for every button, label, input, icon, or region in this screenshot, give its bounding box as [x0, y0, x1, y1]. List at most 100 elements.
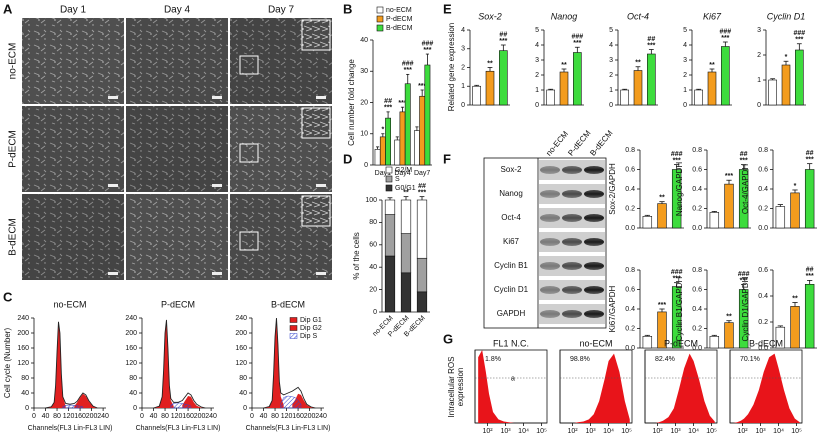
x-tick-label: 120	[281, 413, 293, 420]
x-tick-label: 240	[205, 413, 217, 420]
y-axis-label: Nanog/GAPDH	[675, 162, 684, 216]
y-tick-label: 0.2	[625, 205, 635, 212]
bar	[633, 70, 643, 106]
significance-label: ***	[721, 35, 729, 42]
scale-bar	[212, 184, 222, 187]
y-tick-label: 0.0	[692, 225, 702, 232]
significance-label: ***	[795, 37, 803, 44]
y-tick-label: 1	[609, 87, 613, 94]
y-tick-label: 80	[369, 219, 377, 226]
bar	[642, 216, 653, 229]
legend-label: no-ECM	[386, 7, 412, 14]
y-tick-label: 0.0	[758, 225, 768, 232]
bar	[499, 50, 508, 106]
y-tick-label: 40	[360, 37, 368, 44]
y-tick-label: 0.2	[625, 325, 635, 332]
significance-label: **	[487, 60, 493, 67]
bar	[724, 322, 734, 349]
bar-segment	[384, 214, 396, 257]
y-tick-label: 40	[129, 390, 137, 397]
blot-band	[584, 286, 604, 294]
y-axis-label: expression	[456, 368, 465, 407]
blot-row-label: Cyclin D1	[494, 285, 529, 294]
y-tick-label: 60	[369, 242, 377, 249]
y-tick-label: 120	[235, 360, 247, 367]
y-tick-label: 0.4	[692, 306, 702, 313]
x-tick-label: 200	[304, 413, 316, 420]
x-tick-label: 160	[292, 413, 304, 420]
bar	[404, 83, 411, 166]
blot-row-label: Sox-2	[501, 165, 522, 174]
x-tick-label: 240	[97, 413, 109, 420]
legend-swatch	[289, 333, 298, 339]
y-tick-label: 0.0	[758, 345, 768, 352]
significance-label: ###	[738, 271, 750, 278]
y-tick-label: 20	[369, 286, 377, 293]
zoom-box	[239, 143, 259, 163]
significance-label: *	[381, 127, 384, 134]
bar	[724, 183, 734, 229]
y-tick-label: 0	[535, 102, 539, 109]
blot-band	[562, 286, 582, 294]
y-tick-label: 3	[757, 27, 761, 34]
blot-band	[562, 214, 582, 222]
blot-band	[540, 214, 560, 222]
y-tick-label: 5	[535, 27, 539, 34]
histogram-area	[170, 402, 192, 409]
bar	[781, 64, 791, 106]
legend-label: G2/M	[395, 167, 412, 174]
x-tick-label: 200	[194, 413, 206, 420]
histogram-line	[263, 317, 316, 409]
y-tick-label: 0	[133, 405, 137, 412]
histogram-area	[62, 404, 84, 409]
legend-swatch	[385, 175, 393, 183]
y-tick-label: 0	[364, 162, 368, 169]
significance-label: ***	[647, 42, 655, 49]
y-axis-label: Related gene expression	[447, 23, 456, 112]
y-axis-label: Sox-2/GAPDH	[608, 163, 617, 215]
blot-band	[584, 190, 604, 198]
blot-row-label: Cyclin B1	[494, 261, 528, 270]
significance-label: ###	[671, 151, 683, 158]
significance-label: ##	[806, 267, 814, 274]
significance-label: ***	[384, 105, 392, 112]
scale-bar	[316, 272, 326, 275]
legend-swatch	[376, 15, 384, 23]
significance-label: **	[403, 189, 409, 196]
x-axis-label: Channels(FL3 Lin-FL3 LIN)	[246, 425, 331, 432]
y-tick-label: 3	[461, 46, 465, 53]
legend-swatch	[385, 184, 393, 192]
bar	[642, 335, 653, 349]
histogram-area	[648, 353, 715, 423]
legend-label: Dip G2	[300, 325, 322, 332]
y-tick-label: 2	[461, 64, 465, 71]
blot-band	[584, 238, 604, 246]
panel-letter: E	[443, 1, 452, 16]
gate-percent: 98.8%	[570, 356, 590, 363]
row-label: no-ECM	[8, 43, 19, 80]
x-tick-label: 40	[260, 413, 268, 420]
legend-swatch	[289, 317, 298, 323]
y-tick-label: 160	[17, 345, 29, 352]
chart-title: B-dECM	[749, 338, 783, 348]
scale-bar	[108, 184, 118, 187]
plot-note: a	[511, 375, 515, 382]
blot-row-label: GAPDH	[497, 309, 526, 318]
blot-band	[540, 286, 560, 294]
x-tick-label: 10⁵	[621, 428, 632, 435]
significance-label: ###	[571, 34, 583, 41]
significance-label: ###	[671, 269, 683, 276]
y-tick-label: 0.2	[758, 205, 768, 212]
significance-label: ***	[658, 302, 666, 309]
chart-title: Oct-4	[627, 11, 649, 21]
y-tick-label: 1	[461, 83, 465, 90]
significance-label: ***	[573, 40, 581, 47]
bar-segment	[400, 199, 412, 234]
scale-bar	[108, 96, 118, 99]
panel-letter: C	[3, 289, 13, 304]
chart-title: FL1 N.C.	[493, 338, 529, 348]
y-tick-label: 2	[609, 72, 613, 79]
significance-label: ###	[719, 28, 731, 35]
y-tick-label: 0	[243, 405, 247, 412]
histogram-area	[563, 353, 630, 423]
